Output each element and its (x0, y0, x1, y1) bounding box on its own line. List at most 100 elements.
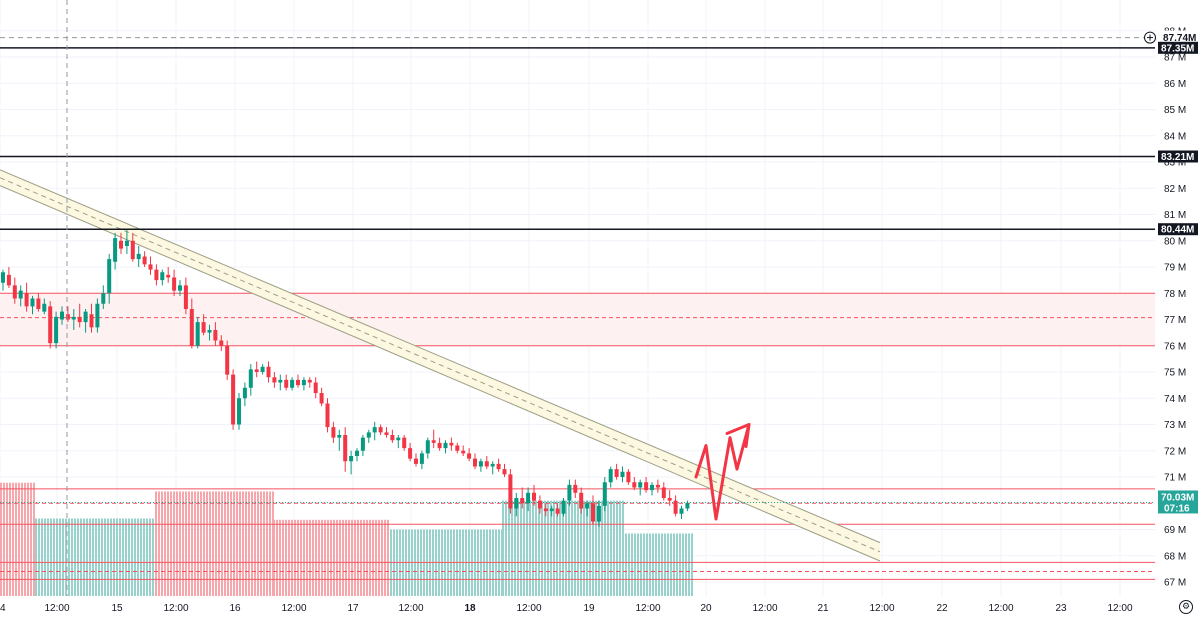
candle-body (443, 442, 448, 449)
candle-body (260, 366, 265, 372)
time-tick-label: 22 (936, 603, 948, 614)
crosshair-price-tag: 87.74M (1160, 30, 1198, 45)
volume-bar (297, 519, 299, 596)
candle (567, 479, 572, 506)
volume-bar (514, 500, 516, 596)
projection-arrow[interactable] (694, 423, 751, 521)
level-price-tag-label: 80.44M (1161, 225, 1194, 236)
volume-profile-block (155, 491, 274, 596)
volume-bar (565, 500, 567, 596)
horizontal-levels[interactable] (0, 47, 1155, 503)
volume-bar (562, 500, 564, 596)
candle (219, 335, 224, 351)
volume-bar (673, 533, 675, 596)
candle-body (284, 379, 289, 388)
level-price-tag: 87.35M (1158, 41, 1198, 54)
candle-body (585, 503, 590, 509)
level-price-tag: 80.44M (1158, 223, 1198, 236)
volume-bar (146, 518, 148, 596)
candle (325, 398, 330, 433)
candle (237, 393, 241, 430)
volume-bar (366, 519, 368, 596)
volume-bar (610, 500, 612, 596)
candle-body (254, 369, 259, 372)
volume-bar (188, 491, 190, 596)
candle (178, 280, 182, 296)
volume-bar (357, 519, 359, 596)
candle-body (532, 492, 536, 501)
time-tick-label: 12:00 (869, 603, 894, 614)
price-tick-label: 85 M (1164, 105, 1186, 116)
candle (307, 377, 312, 388)
candle (260, 364, 265, 375)
time-tick-label: 23 (1055, 603, 1067, 614)
candle-body (602, 482, 607, 506)
candle (189, 298, 194, 349)
volume-bar (260, 491, 262, 596)
candle-body (195, 322, 200, 346)
volume-bar (511, 500, 513, 596)
volume-bar (164, 491, 166, 596)
candle-body (201, 322, 206, 333)
candle-body (24, 293, 29, 307)
volume-bar (33, 482, 35, 596)
candlesticks[interactable] (1, 230, 690, 527)
volume-bar (224, 491, 226, 596)
volume-bar (339, 519, 341, 596)
candle-body (655, 484, 660, 488)
candle (24, 282, 29, 312)
volume-bar (230, 491, 232, 596)
candle-body (408, 448, 413, 459)
volume-bar (544, 500, 546, 596)
candle (449, 437, 454, 451)
price-tick-label: 78 M (1164, 289, 1186, 300)
volume-bar (646, 533, 648, 596)
time-axis[interactable]: 4 12:00 15 12:00 16 12:00 17 12:00 18 12:00 19 12:0… (0, 603, 1133, 614)
volume-bar (375, 519, 377, 596)
volume-bar (92, 518, 94, 596)
time-tick-label: 12:00 (1107, 603, 1132, 614)
volume-bar (324, 519, 326, 596)
candle-body (113, 238, 118, 262)
volume-bar (215, 491, 217, 596)
candle-body (685, 503, 690, 509)
candle-body (290, 379, 295, 388)
volume-bar (291, 519, 293, 596)
volume-bar (18, 482, 20, 596)
candle (638, 479, 643, 496)
price-tick-label: 72 M (1164, 446, 1186, 457)
candle (95, 298, 100, 333)
candle-body (248, 369, 253, 388)
price-tick-label: 84 M (1164, 131, 1186, 142)
volume-bar (634, 533, 636, 596)
zone (0, 561, 1155, 580)
candle (667, 490, 672, 506)
price-tick-label: 69 M (1164, 525, 1186, 536)
volume-bar (529, 500, 531, 596)
candle (673, 495, 678, 517)
candle-body (679, 508, 684, 514)
volume-bar (279, 519, 281, 596)
candle-body (638, 482, 643, 488)
candle (632, 477, 637, 491)
trend-channel[interactable] (0, 169, 881, 562)
volume-bar (571, 500, 573, 596)
volume-bar (21, 482, 23, 596)
candle-body (124, 240, 129, 246)
candle (349, 450, 354, 475)
candle (685, 500, 690, 512)
volume-bar (95, 518, 97, 596)
projection-path (694, 423, 751, 521)
candle (130, 232, 135, 262)
candle (579, 487, 584, 514)
chart-settings-icon[interactable]: ⚙ (1179, 600, 1193, 614)
volume-profile-block (35, 518, 154, 596)
volume-profile-block (502, 500, 624, 596)
candle (242, 382, 247, 407)
volume-bar (631, 533, 633, 596)
candle-body (355, 450, 359, 456)
candle-body (366, 432, 371, 438)
volume-bar (104, 518, 106, 596)
volume-bar (363, 519, 365, 596)
